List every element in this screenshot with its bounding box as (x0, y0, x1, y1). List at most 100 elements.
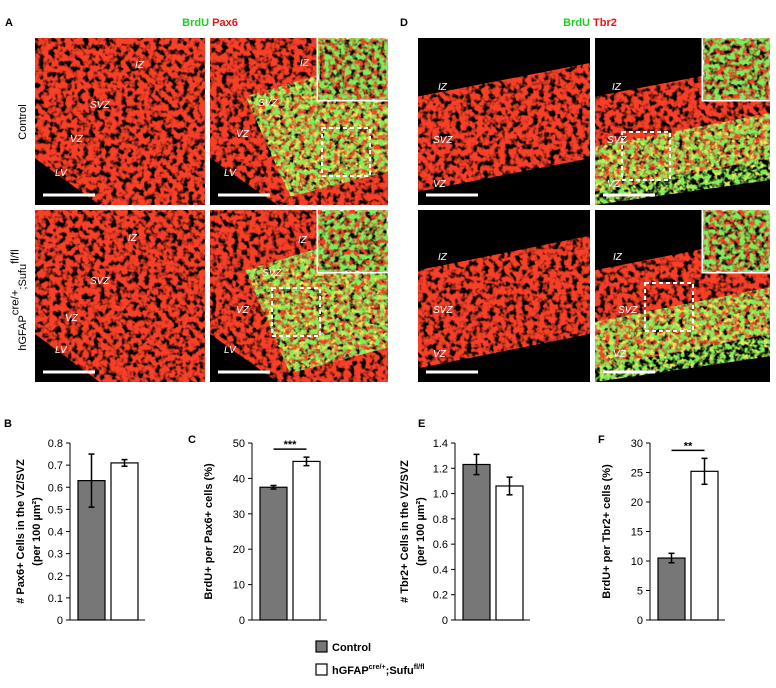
y-tick-label: 15 (631, 527, 643, 539)
y-tick-label: 0.8 (48, 438, 63, 450)
y-axis-label: (per 100 µm²) (415, 497, 427, 566)
y-tick-label: 0.4 (48, 527, 63, 539)
region-label: VZ (65, 313, 79, 324)
genotype-mid: ;Sufu (17, 264, 29, 290)
micrograph (35, 210, 205, 382)
genotype-label: hGFAPcre/+;Sufufl/fl (9, 249, 29, 350)
genotype-base: hGFAP (17, 315, 29, 350)
yellow-stain (595, 287, 770, 382)
panel-title: BrdU Tbr2 (563, 17, 617, 29)
y-tick-label: 10 (233, 580, 245, 592)
y-axis-label: BrdU+ per Tbr2+ cells (%) (601, 464, 613, 599)
genotype-mid: ;Sufu (386, 665, 414, 677)
genotype-sup: cre/+ (9, 289, 21, 315)
panel-letter: D (400, 17, 408, 29)
genotype-base: hGFAP (332, 665, 369, 677)
panel-title: BrdU Pax6 (182, 17, 238, 29)
y-tick-label: 0.7 (48, 460, 63, 472)
row-label: Control (17, 104, 29, 139)
stain-red: Pax6 (212, 17, 238, 29)
y-tick-label: 20 (631, 497, 643, 509)
y-tick-label: 40 (233, 473, 245, 485)
y-tick-label: 30 (233, 509, 245, 521)
region-label: VZ (613, 349, 627, 360)
region-label: IZ (612, 82, 622, 93)
y-tick-label: 0.5 (48, 504, 63, 516)
stain-green: BrdU (182, 17, 209, 29)
y-tick-label: 5 (637, 586, 643, 598)
region-label: SVZ (618, 305, 638, 316)
y-tick-label: 10 (631, 556, 643, 568)
region-label: VZ (236, 129, 250, 140)
genotype-sup: cre/+ (369, 662, 386, 671)
region-label: IZ (438, 252, 448, 263)
region-label: VZ (433, 179, 447, 190)
region-label: LV (224, 168, 237, 179)
stain-red: Tbr2 (593, 17, 617, 29)
region-label: VZ (236, 305, 250, 316)
y-tick-label: 0.2 (48, 571, 63, 583)
y-axis-label: (per 100 µm²) (31, 497, 43, 566)
legend-swatch (315, 640, 328, 653)
y-tick-label: 0.2 (433, 590, 448, 602)
yellow-stain (595, 113, 770, 205)
micrograph (595, 38, 770, 205)
y-tick-label: 0 (637, 615, 643, 627)
zoom-box (321, 127, 371, 177)
region-label: VZ (433, 349, 447, 360)
inset-green (318, 38, 388, 100)
inset-green (703, 210, 770, 272)
y-tick-label: 1.4 (433, 438, 448, 450)
inset-green (703, 38, 770, 100)
region-label: SVZ (433, 135, 453, 146)
region-label: SVZ (607, 135, 627, 146)
panel-letter: A (5, 17, 13, 29)
significance: *** (284, 439, 298, 451)
bar (657, 557, 686, 621)
zoom-box (271, 287, 321, 337)
bar (495, 485, 524, 621)
y-tick-label: 0 (57, 615, 63, 627)
inset-green (318, 210, 388, 272)
micrograph (418, 38, 590, 205)
micrograph (35, 38, 205, 205)
y-axis-label: # Pax6+ Cells in the VZ/SVZ (15, 459, 27, 604)
y-tick-label: 0.4 (433, 564, 448, 576)
region-label: IZ (128, 233, 138, 244)
y-axis-label: BrdU+ per Pax6+ cells (%) (203, 463, 215, 600)
region-label: VZ (70, 134, 84, 145)
region-label: SVZ (90, 100, 110, 111)
region-label: IZ (613, 252, 623, 263)
y-tick-label: 25 (631, 468, 643, 480)
region-label: IZ (298, 235, 308, 246)
y-tick-label: 0 (239, 615, 245, 627)
region-label: VZ (607, 179, 621, 190)
y-tick-label: 0.3 (48, 549, 63, 561)
region-label: LV (55, 345, 68, 356)
bar (259, 486, 288, 621)
zoom-box (621, 131, 671, 181)
y-tick-label: 0.6 (433, 539, 448, 551)
stain-green: BrdU (563, 17, 590, 29)
bar (690, 470, 719, 621)
region-label: IZ (300, 58, 310, 69)
red-stain (418, 235, 590, 369)
zoom-box (644, 282, 694, 332)
region-label: SVZ (262, 268, 282, 279)
region-label: SVZ (433, 305, 453, 316)
bar (462, 463, 491, 621)
y-tick-label: 0.8 (433, 514, 448, 526)
panel-letter: C (188, 434, 196, 446)
y-tick-label: 0.1 (48, 593, 63, 605)
bar (292, 460, 321, 621)
y-tick-label: 1.2 (433, 463, 448, 475)
red-stain (418, 63, 590, 192)
legend-label: Control (332, 642, 371, 654)
region-label: SVZ (258, 98, 278, 109)
y-tick-label: 20 (233, 544, 245, 556)
panel-letter: F (598, 434, 605, 446)
region-label: SVZ (90, 276, 110, 287)
y-tick-label: 0 (442, 615, 448, 627)
panel-letter: B (4, 418, 12, 430)
